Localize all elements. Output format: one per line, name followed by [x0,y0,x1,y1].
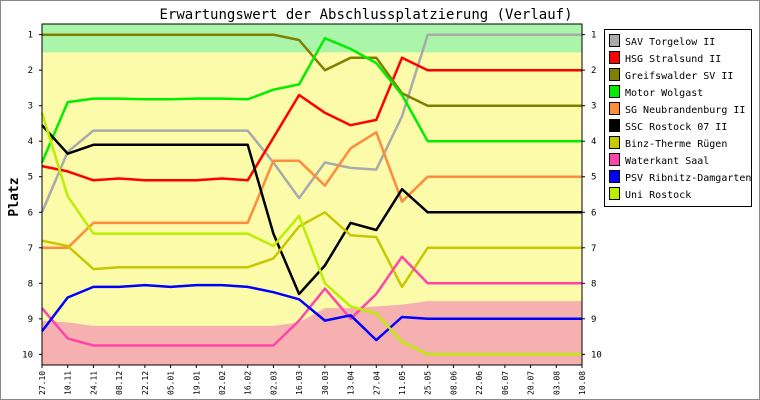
y-tick-label-left: 1 [28,31,33,41]
y-tick-label-right: 2 [591,66,596,76]
series-line-2 [42,33,582,107]
series-line-0 [40,33,582,213]
x-tick-label: 22.06 [475,371,484,395]
legend-swatch [609,85,620,98]
x-tick-label: 16.02 [244,371,253,395]
x-tick-label: 10.08 [578,371,587,395]
legend-item: Binz-Therme Rügen [609,136,727,150]
x-tick-label: 06.07 [501,371,510,395]
legend-label: PSV Ribnitz-Damgarten [625,173,752,184]
y-tick-label-right: 9 [591,315,596,325]
legend-label: SAV Torgelow II [625,37,716,48]
x-tick-label: 05.01 [167,371,176,395]
y-tick-label-left: 4 [28,137,33,147]
series-line-4 [42,131,582,250]
x-tick-label: 30.03 [321,371,330,395]
y-tick-label-left: 8 [28,279,33,289]
legend-swatch [609,51,620,64]
y-tick-label-right: 10 [591,350,602,360]
plot-border [41,23,583,366]
y-tick-label-right: 1 [591,31,596,41]
legend-label: Motor Wolgast [625,88,704,99]
x-tick-label: 03.08 [552,371,561,395]
legend-item: SG Neubrandenburg II [609,102,745,116]
legend-item: Waterkant Saal [609,153,709,167]
legend-label: HSG Stralsund II [625,54,722,65]
y-tick-label-left: 3 [28,102,33,112]
series-line-5 [41,124,582,296]
x-tick-label: 27.10 [38,371,47,395]
legend-item: HSG Stralsund II [609,51,721,65]
y-tick-label-right: 5 [591,173,596,183]
y-tick-label-left: 6 [28,208,33,218]
y-tick-label-left: 2 [28,66,33,76]
x-tick-label: 16.03 [295,371,304,395]
legend-item: SSC Rostock 07 II [609,119,727,133]
legend: SAV Torgelow II HSG Stralsund II Greifswal… [604,29,752,207]
legend-swatch [609,170,620,183]
legend-label: SG Neubrandenburg II [625,105,746,116]
series-line-9 [40,112,582,356]
x-tick-label: 25.05 [424,371,433,395]
x-tick-label: 19.01 [192,371,201,395]
x-tick-label: 02.03 [269,371,278,395]
y-tick-label-left: 9 [28,315,33,325]
series-line-6 [41,211,582,289]
top-band [42,24,582,53]
y-tick-label-right: 8 [591,279,596,289]
x-tick-label: 27.04 [372,371,381,395]
legend-item: Uni Rostock [609,187,691,201]
y-tick-label-right: 7 [591,244,596,254]
legend-label: Greifswalder SV II [625,71,734,82]
legend-item: Greifswalder SV II [609,68,733,82]
legend-item: PSV Ribnitz-Damgarten [609,170,751,184]
y-tick-label-left: 5 [28,173,33,183]
legend-swatch [609,68,620,81]
x-tick-label: 08.06 [449,371,458,395]
x-tick-label: 10.11 [64,371,73,395]
x-tick-label: 24.11 [89,371,98,395]
legend-swatch [609,119,620,132]
legend-swatch [609,102,620,115]
legend-label: SSC Rostock 07 II [625,122,728,133]
legend-label: Waterkant Saal [625,156,710,167]
x-tick-label: 20.07 [527,371,536,395]
legend-swatch [609,187,620,200]
y-tick-label-right: 3 [591,102,596,112]
bottom-band [42,301,582,365]
y-axis-label: Platz [7,177,22,216]
series-line-1 [41,56,582,182]
y-tick-label-left: 10 [22,350,33,360]
legend-item: SAV Torgelow II [609,34,715,48]
legend-item: Motor Wolgast [609,85,703,99]
y-tick-label-left: 7 [28,244,33,254]
x-tick-label: 02.02 [218,371,227,395]
x-tick-label: 08.12 [115,371,124,395]
x-tick-label: 22.12 [141,371,150,395]
x-tick-label: 11.05 [398,371,407,395]
legend-swatch [609,136,620,149]
y-tick-label-right: 4 [591,137,596,147]
series-line-3 [40,36,582,163]
legend-swatch [609,153,620,166]
series-line-7 [41,255,582,347]
x-tick-label: 13.04 [347,371,356,395]
chart-title: Erwartungswert der Abschlussplatzierung … [159,7,572,23]
legend-label: Uni Rostock [625,190,692,201]
series-line-8 [41,283,582,342]
legend-label: Binz-Therme Rügen [625,139,728,150]
y-tick-label-right: 6 [591,208,596,218]
legend-swatch [609,34,620,47]
